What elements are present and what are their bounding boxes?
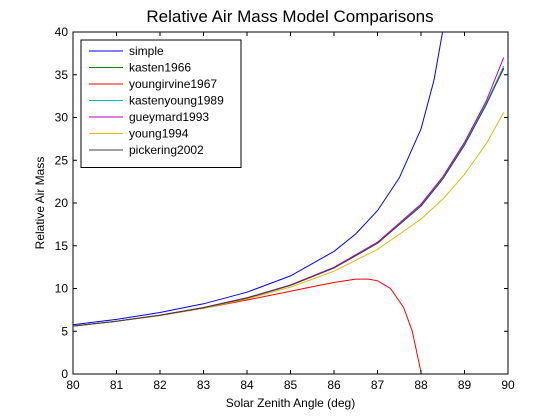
legend-label: kasten1966 (129, 61, 191, 75)
x-tick-label: 87 (371, 378, 385, 392)
x-tick-label: 80 (66, 378, 80, 392)
x-tick-label: 86 (327, 378, 341, 392)
x-tick-label: 83 (197, 378, 211, 392)
y-tick-label: 10 (55, 282, 69, 296)
y-tick-label: 20 (55, 196, 69, 210)
y-tick-label: 15 (55, 239, 69, 253)
x-tick-label: 90 (501, 378, 515, 392)
legend-label: gueymard1993 (129, 110, 209, 124)
legend: simple kasten1966 youngirvine1967 kastenyou… (81, 40, 241, 168)
y-tick-label: 35 (55, 68, 69, 82)
x-tick-label: 81 (110, 378, 124, 392)
y-tick-label: 5 (61, 324, 68, 338)
legend-label: pickering2002 (129, 143, 204, 157)
y-tick-label: 0 (61, 367, 68, 381)
x-tick-label: 88 (414, 378, 428, 392)
x-axis-label: Solar Zenith Angle (deg) (226, 396, 355, 410)
legend-label: kastenyoung1989 (129, 94, 224, 108)
legend-label: young1994 (129, 127, 189, 141)
legend-label: youngirvine1967 (129, 77, 217, 91)
y-tick-label: 40 (55, 25, 69, 39)
y-axis-label: Relative Air Mass (33, 157, 47, 250)
x-tick-label: 84 (240, 378, 254, 392)
legend-label: simple (129, 44, 164, 58)
x-tick-label: 82 (153, 378, 167, 392)
y-tick-label: 25 (55, 153, 69, 167)
chart-title: Relative Air Mass Model Comparisons (146, 7, 433, 26)
x-tick-label: 89 (458, 378, 472, 392)
x-tick-label: 85 (284, 378, 298, 392)
y-tick-label: 30 (55, 111, 69, 125)
